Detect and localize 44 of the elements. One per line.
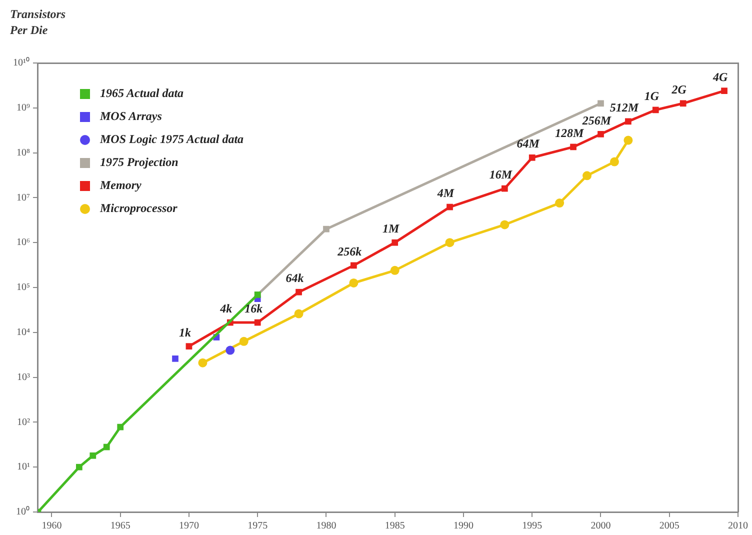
annotation: 256M: [581, 113, 612, 128]
x-tick-label: 2010: [728, 520, 748, 532]
y-tick-label: 10⁶: [16, 237, 30, 248]
legend-label: MOS Arrays: [100, 109, 162, 124]
legend-label: 1965 Actual data: [100, 86, 184, 101]
annotation: 16k: [244, 302, 263, 316]
y-tick-label: 10⁴: [16, 327, 30, 338]
y-tick-label: 10³: [17, 372, 30, 383]
x-tick-label: 1980: [316, 520, 336, 532]
y-tick-label: 10⁷: [16, 192, 30, 204]
x-tick-label: 1975: [248, 520, 268, 532]
x-tick-label: 1965: [110, 520, 130, 532]
annotation: 4G: [712, 70, 728, 84]
annotation: 2G: [670, 82, 687, 96]
x-tick-label: 1985: [384, 520, 405, 532]
annotation: 1M: [382, 222, 400, 236]
x-tick-label: 1995: [522, 520, 542, 532]
legend-label: 1975 Projection: [100, 155, 178, 170]
annotation: 64k: [286, 271, 304, 286]
annotation: 128M: [554, 126, 584, 140]
y-tick-label: 10⁵: [16, 282, 30, 294]
annotation: 4M: [436, 186, 454, 200]
x-tick-label: 1990: [453, 520, 474, 532]
y-tick-label: 10⁸: [16, 147, 30, 158]
y-tick-label: 10²: [17, 416, 30, 428]
y-axis-title: Transistors Per Die: [10, 6, 67, 38]
x-tick-label: 2005: [659, 520, 680, 532]
legend-label: Memory: [100, 178, 142, 193]
y-tick-label: 10⁰: [16, 506, 30, 518]
annotation: 16M: [489, 168, 512, 182]
y-tick-label: 10¹: [17, 462, 30, 473]
x-tick-label: 2000: [590, 520, 611, 532]
y-tick-label: 10⁹: [16, 102, 30, 114]
legend-label: Microprocessor: [100, 201, 178, 216]
y-tick-label: 10¹⁰: [13, 56, 30, 69]
annotation: 4k: [219, 302, 232, 316]
annotation: 256k: [336, 244, 362, 259]
legend-label: MOS Logic 1975 Actual data: [100, 132, 244, 147]
annotation: 1G: [644, 89, 660, 104]
annotation: 1k: [178, 325, 191, 340]
x-tick-label: 1960: [42, 520, 62, 532]
annotation: 512M: [610, 100, 639, 115]
annotation: 64M: [516, 136, 540, 151]
x-tick-label: 1970: [178, 520, 199, 532]
